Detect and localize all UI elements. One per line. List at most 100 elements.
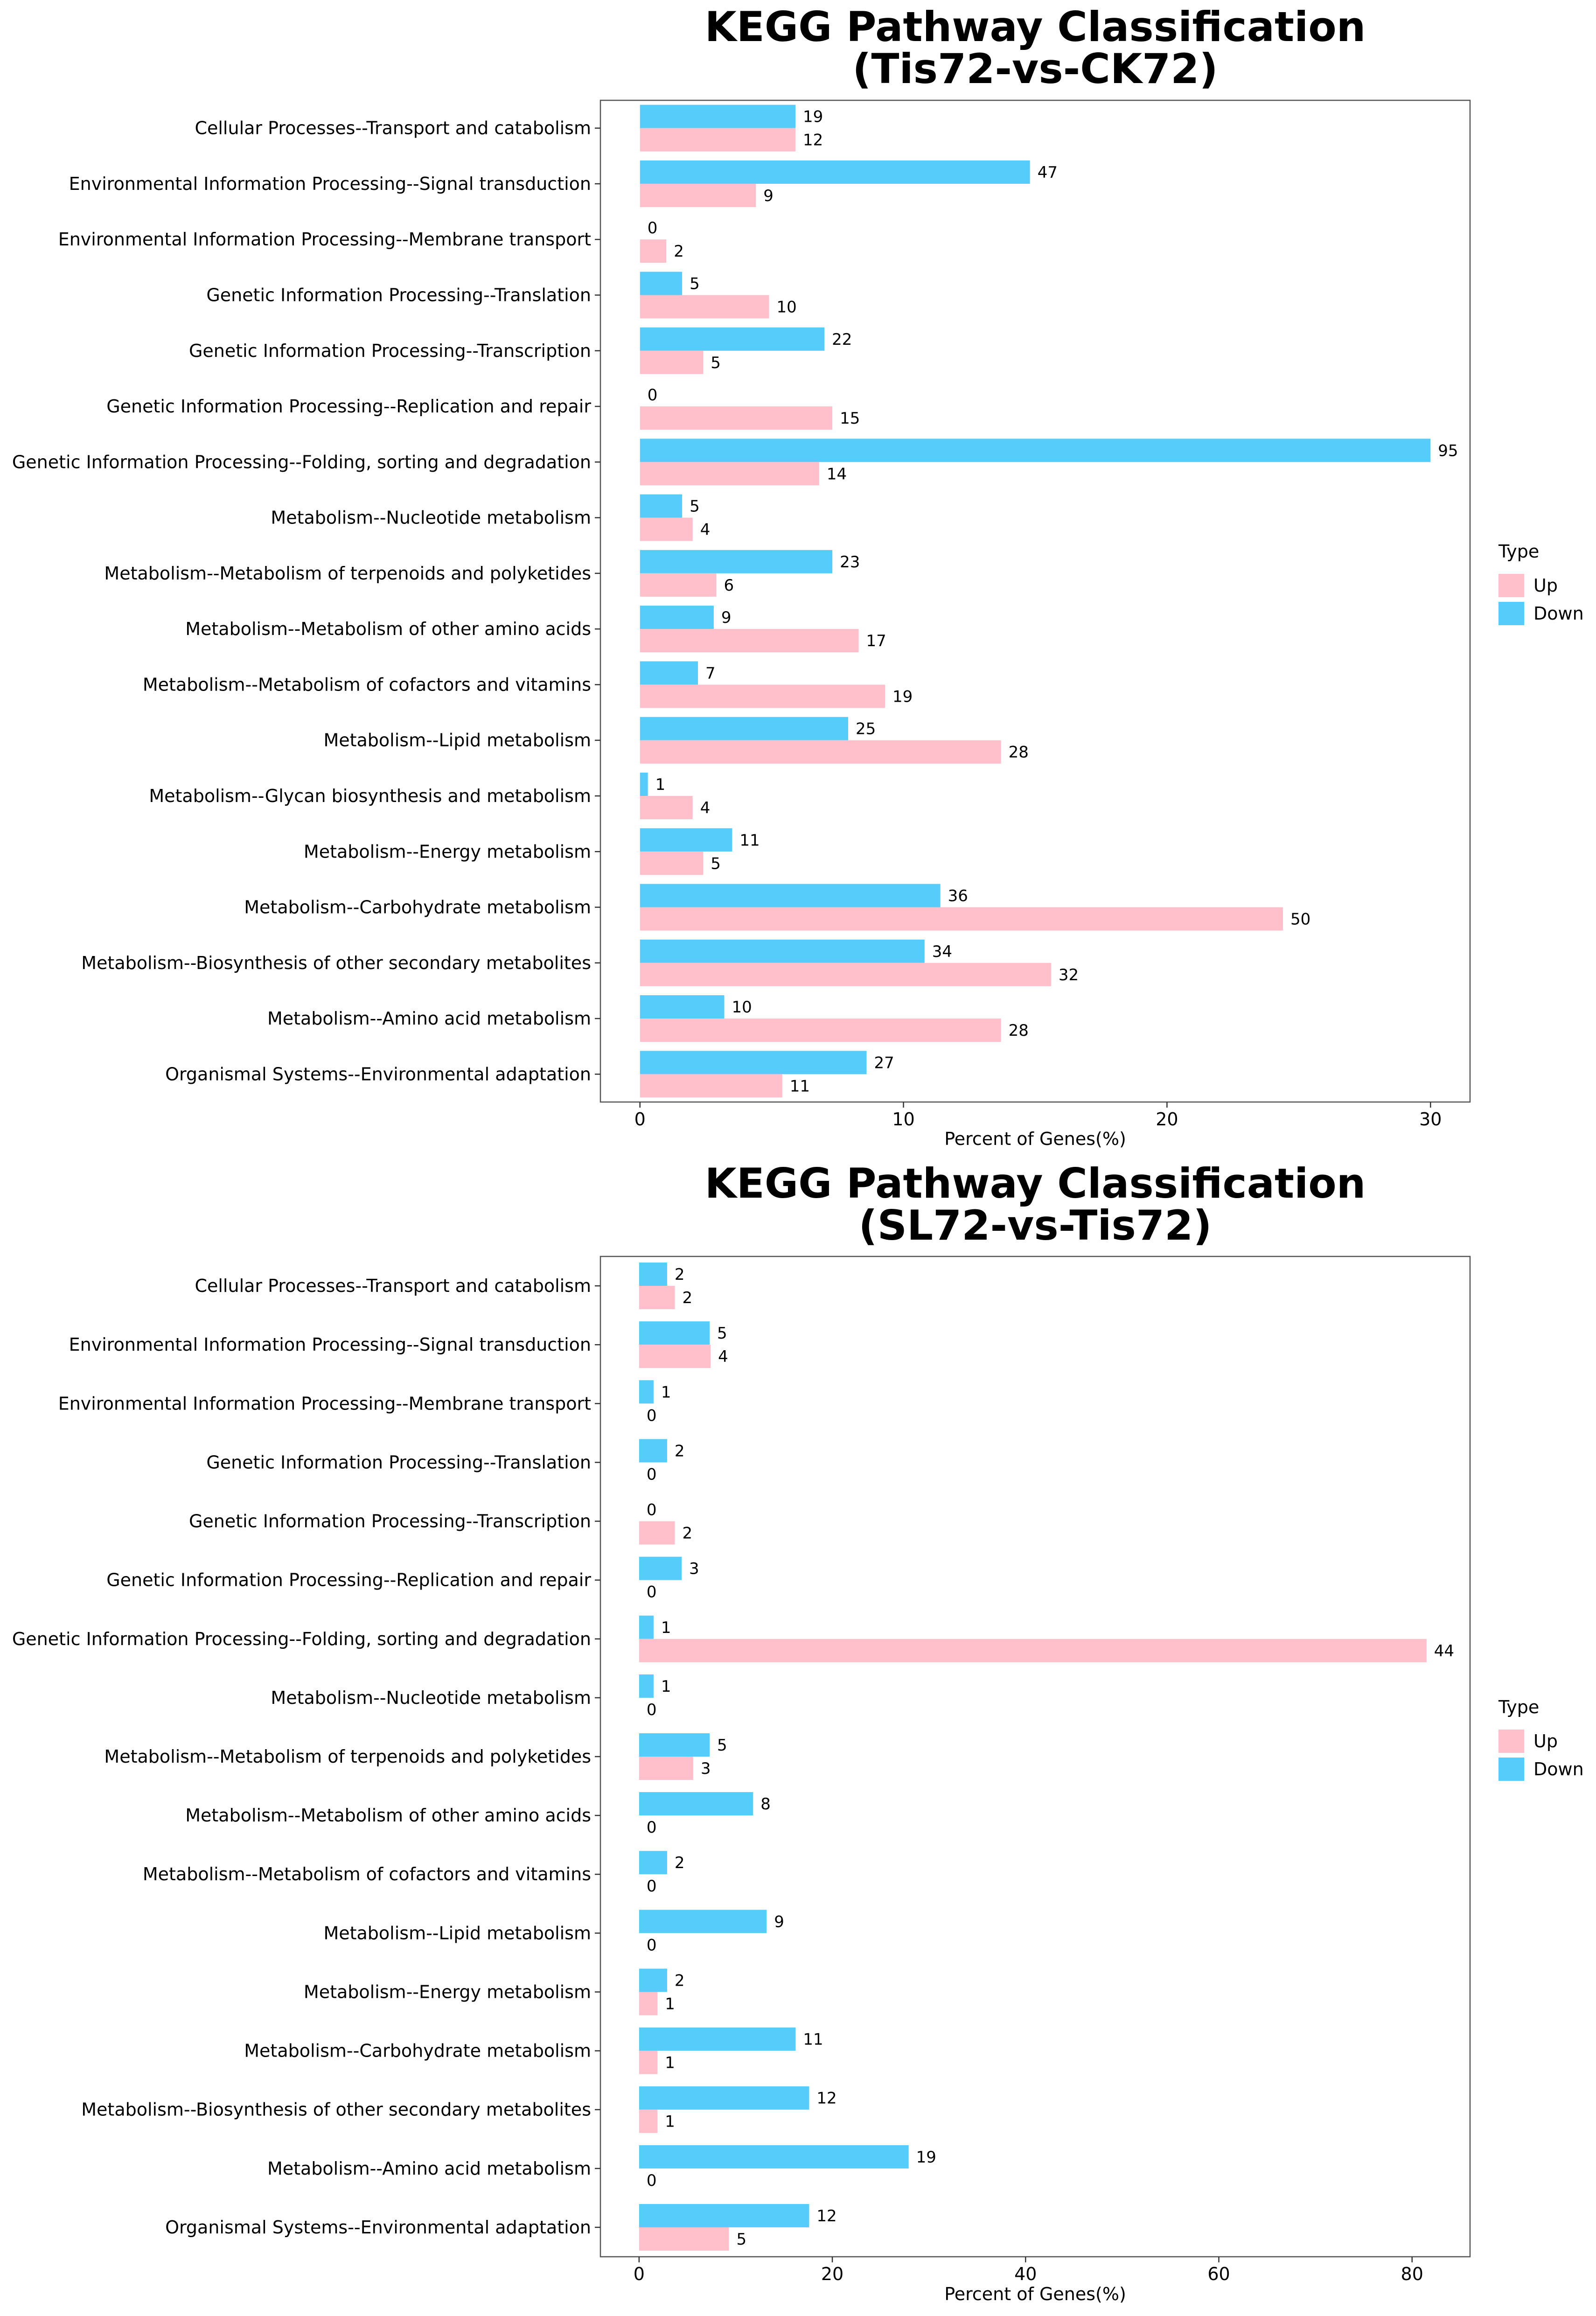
- bar-up: [640, 629, 859, 653]
- bar-up: [640, 295, 769, 319]
- chart-panel-1: KEGG Pathway Classification(Tis72-vs-CK7…: [12, 3, 1584, 1149]
- bar-up: [640, 462, 819, 486]
- legend-swatch-up: [1498, 1730, 1524, 1753]
- category-label: Metabolism--Metabolism of other amino ac…: [185, 619, 591, 639]
- value-label-down: 0: [647, 1501, 657, 1520]
- category-label: Metabolism--Amino acid metabolism: [267, 2158, 591, 2179]
- category-label: Metabolism--Metabolism of cofactors and …: [143, 1864, 591, 1884]
- value-label-down: 9: [774, 1912, 784, 1931]
- category-label: Metabolism--Glycan biosynthesis and meta…: [149, 786, 591, 806]
- value-label-down: 2: [675, 1971, 685, 1990]
- bar-down: [640, 717, 848, 740]
- x-axis-label: Percent of Genes(%): [944, 1129, 1126, 1149]
- bar-down: [640, 439, 1431, 462]
- bar-up: [640, 740, 1001, 764]
- bar-up: [639, 1757, 693, 1780]
- value-label-down: 2: [675, 1854, 685, 1872]
- bar-down: [639, 1321, 710, 1345]
- value-label-up: 0: [647, 1877, 657, 1896]
- value-label-up: 9: [763, 187, 774, 205]
- value-label-up: 17: [866, 632, 886, 650]
- bar-down: [639, 1380, 654, 1404]
- plot-frame: [599, 99, 1471, 1103]
- category-label: Metabolism--Nucleotide metabolism: [271, 508, 591, 528]
- x-tick-label: 20: [821, 2264, 843, 2284]
- value-label-up: 0: [647, 1583, 657, 1602]
- bar-down: [639, 1263, 667, 1286]
- category-label: Genetic Information Processing--Folding,…: [12, 452, 591, 472]
- value-label-down: 47: [1038, 163, 1058, 182]
- category-label: Genetic Information Processing--Replicat…: [106, 396, 591, 417]
- bar-down: [640, 272, 683, 295]
- bar-down: [639, 1851, 667, 1875]
- value-label-up: 5: [736, 2230, 746, 2249]
- value-label-up: 15: [840, 409, 860, 428]
- legend-label-down: Down: [1533, 603, 1584, 624]
- category-label: Environmental Information Processing--Si…: [69, 174, 591, 194]
- chart-title: KEGG Pathway Classification: [705, 3, 1366, 51]
- value-label-down: 12: [816, 2089, 836, 2108]
- value-label-up: 1: [665, 1995, 675, 2013]
- value-label-down: 1: [655, 775, 666, 794]
- bar-up: [640, 684, 885, 708]
- chart-subtitle: (Tis72-vs-CK72): [852, 45, 1218, 93]
- value-label-down: 12: [816, 2207, 836, 2225]
- value-label-down: 0: [648, 386, 658, 405]
- category-label: Metabolism--Energy metabolism: [304, 1981, 591, 2002]
- bar-up: [640, 517, 693, 541]
- bar-up: [639, 1345, 711, 1368]
- value-label-down: 11: [739, 831, 760, 850]
- value-label-down: 9: [721, 608, 732, 627]
- bar-up: [639, 2109, 658, 2133]
- value-label-down: 5: [690, 497, 700, 516]
- bar-up: [640, 1018, 1001, 1042]
- value-label-down: 36: [948, 887, 968, 906]
- category-label: Organismal Systems--Environmental adapta…: [165, 2217, 591, 2238]
- value-label-down: 2: [675, 1442, 685, 1460]
- bar-down: [640, 327, 825, 351]
- value-label-down: 3: [689, 1560, 699, 1578]
- bar-up: [639, 2051, 658, 2074]
- x-tick-label: 40: [1014, 2264, 1037, 2284]
- chart-panel-2: KEGG Pathway Classification(SL72-vs-Tis7…: [12, 1159, 1584, 2304]
- value-label-down: 19: [803, 108, 823, 126]
- value-label-down: 27: [874, 1053, 894, 1072]
- bar-down: [640, 494, 683, 518]
- value-label-up: 0: [647, 1406, 657, 1425]
- category-label: Metabolism--Biosynthesis of other second…: [81, 2100, 591, 2120]
- value-label-up: 2: [682, 1524, 692, 1543]
- value-label-down: 1: [661, 1677, 671, 1696]
- value-label-up: 44: [1434, 1642, 1454, 1660]
- value-label-down: 7: [705, 664, 716, 683]
- bar-up: [640, 239, 667, 263]
- value-label-up: 12: [803, 131, 823, 150]
- value-label-down: 8: [760, 1795, 771, 1814]
- value-label-up: 1: [665, 2054, 675, 2072]
- value-label-up: 14: [827, 465, 847, 483]
- bar-down: [640, 661, 698, 685]
- value-label-down: 19: [916, 2148, 936, 2167]
- category-label: Metabolism--Metabolism of cofactors and …: [143, 674, 591, 695]
- category-label: Genetic Information Processing--Transcri…: [189, 341, 591, 361]
- value-label-down: 0: [648, 219, 658, 237]
- bar-up: [639, 1992, 658, 2016]
- category-label: Genetic Information Processing--Replicat…: [106, 1570, 591, 1591]
- legend-title: Type: [1498, 541, 1539, 562]
- value-label-up: 50: [1290, 910, 1310, 929]
- x-tick-label: 20: [1156, 1109, 1178, 1130]
- value-label-up: 0: [647, 1465, 657, 1484]
- legend-swatch-down: [1498, 1758, 1524, 1781]
- category-label: Environmental Information Processing--Me…: [58, 1393, 591, 1414]
- bar-up: [640, 851, 704, 875]
- category-label: Metabolism--Metabolism of other amino ac…: [185, 1805, 591, 1826]
- x-tick-label: 0: [634, 2264, 645, 2284]
- value-label-down: 1: [661, 1618, 671, 1637]
- category-label: Metabolism--Energy metabolism: [304, 841, 591, 862]
- bar-down: [640, 939, 925, 963]
- category-label: Environmental Information Processing--Si…: [69, 1334, 591, 1355]
- bar-up: [639, 2227, 729, 2251]
- category-label: Metabolism--Carbohydrate metabolism: [244, 2041, 591, 2061]
- bar-down: [639, 1792, 753, 1816]
- value-label-down: 10: [732, 998, 752, 1017]
